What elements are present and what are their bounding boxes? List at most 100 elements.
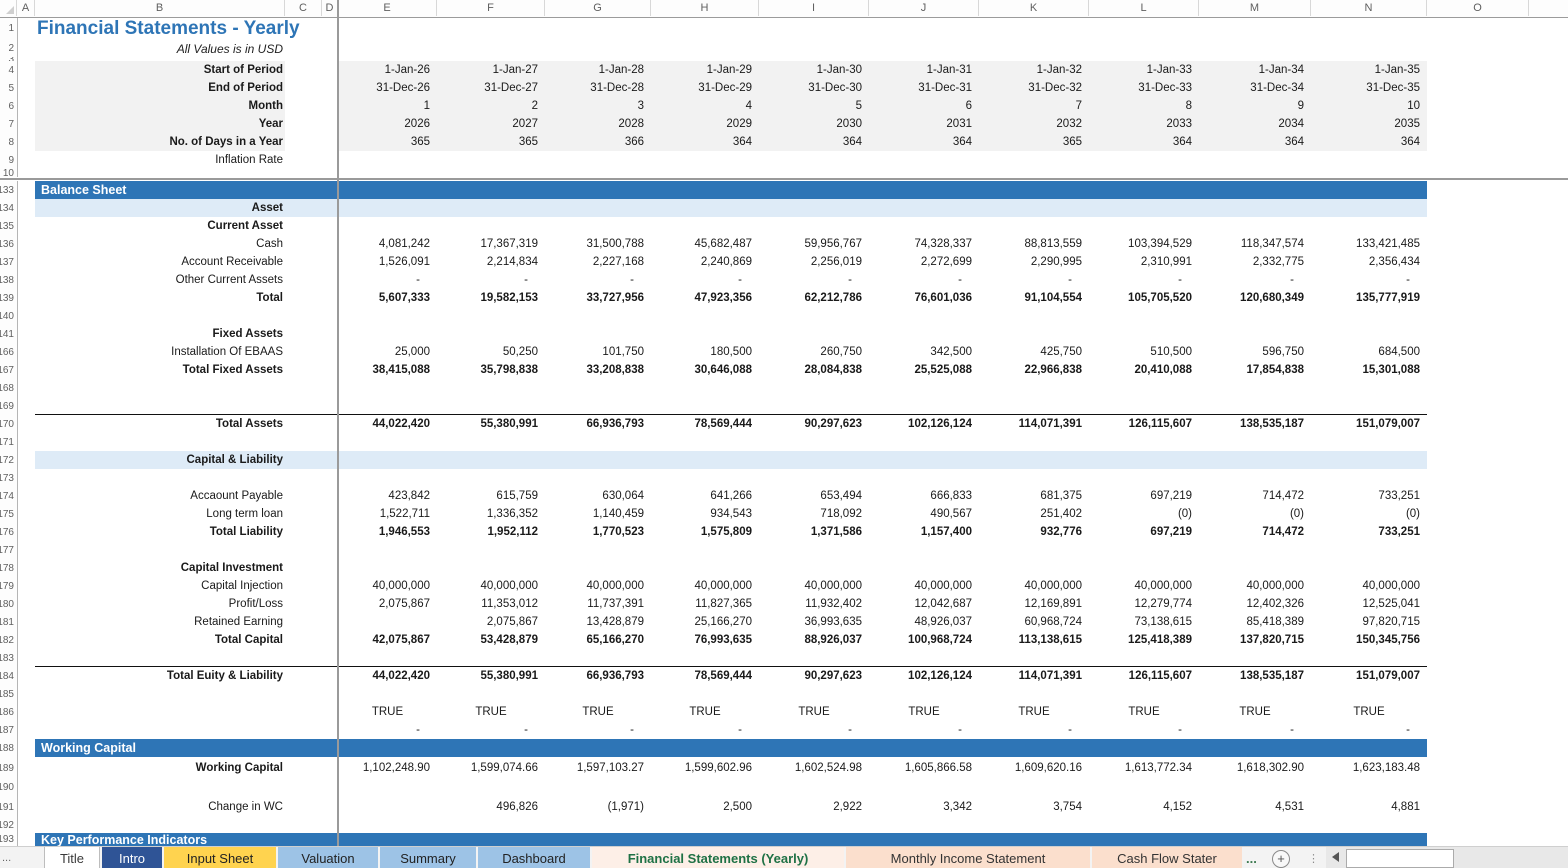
cell[interactable]: 2029 — [726, 118, 752, 130]
row-number-168[interactable]: 168 — [0, 379, 18, 398]
cell[interactable]: 31-Dec-31 — [918, 82, 972, 94]
cell[interactable]: 73,138,615 — [1134, 616, 1192, 628]
cell[interactable]: 1,597,103.27 — [576, 762, 644, 774]
row-label[interactable]: Cash — [256, 238, 283, 250]
cell[interactable]: - — [416, 724, 420, 736]
cell[interactable]: 36,993,635 — [804, 616, 862, 628]
row-label[interactable]: Inflation Rate — [215, 154, 283, 166]
cell[interactable] — [545, 151, 651, 169]
row-number-1[interactable]: 1 — [0, 17, 18, 41]
cell[interactable]: 1,599,602.96 — [684, 762, 752, 774]
cell[interactable]: 28,084,838 — [804, 364, 862, 376]
cell[interactable]: (0) — [1405, 508, 1420, 520]
cell[interactable]: 4,531 — [1275, 801, 1304, 813]
cell[interactable]: 60,968,724 — [1024, 616, 1082, 628]
cell[interactable]: 2027 — [512, 118, 538, 130]
row-number-180[interactable]: 180 — [0, 595, 18, 614]
row-number-172[interactable]: 172 — [0, 451, 18, 470]
cell[interactable]: 1 — [423, 100, 430, 112]
row-number-4[interactable]: 4 — [0, 61, 18, 80]
cell[interactable]: 2,310,991 — [1140, 256, 1192, 268]
row-label[interactable]: Total Euity & Liability — [166, 670, 283, 682]
cell[interactable]: 17,854,838 — [1246, 364, 1304, 376]
cell[interactable]: 101,750 — [602, 346, 644, 358]
row-number-169[interactable]: 169 — [0, 397, 18, 416]
sheet-tab-financial-statements-yearly-[interactable]: Financial Statements (Yearly) — [592, 847, 844, 868]
cell[interactable]: 1,336,352 — [486, 508, 538, 520]
cell[interactable]: (0) — [1289, 508, 1304, 520]
cell[interactable]: 2031 — [946, 118, 972, 130]
cell[interactable]: 1-Jan-30 — [816, 64, 862, 76]
row-number-193[interactable]: 193 — [0, 833, 18, 846]
cell[interactable]: 151,079,007 — [1356, 670, 1420, 682]
cell[interactable]: 102,126,124 — [908, 418, 972, 430]
sheet-subtitle[interactable]: All Values is in USD — [176, 41, 283, 56]
cell[interactable]: 20,410,088 — [1134, 364, 1192, 376]
cell[interactable]: - — [1290, 724, 1294, 736]
sheet-tab-valuation[interactable]: Valuation — [278, 847, 378, 868]
cell[interactable]: - — [630, 724, 634, 736]
cell[interactable]: - — [524, 724, 528, 736]
cell[interactable]: 31-Dec-29 — [698, 82, 752, 94]
cell[interactable]: 9 — [1297, 100, 1304, 112]
cell[interactable]: 126,115,607 — [1128, 418, 1192, 430]
cell[interactable]: 40,000,000 — [1362, 580, 1420, 592]
cell[interactable]: 365 — [518, 136, 538, 148]
row-number-140[interactable]: 140 — [0, 307, 18, 326]
cell[interactable]: 2035 — [1394, 118, 1420, 130]
cell[interactable]: 733,251 — [1378, 526, 1420, 538]
cell[interactable]: 31-Dec-34 — [1250, 82, 1304, 94]
cell[interactable]: 31-Dec-30 — [808, 82, 862, 94]
cell[interactable]: 1,140,459 — [592, 508, 644, 520]
cell[interactable]: 653,494 — [820, 490, 862, 502]
cell[interactable] — [869, 151, 979, 169]
cell[interactable]: 40,000,000 — [372, 580, 430, 592]
cell[interactable]: 1,618,302.90 — [1236, 762, 1304, 774]
cell[interactable]: 364 — [952, 136, 972, 148]
cell[interactable]: - — [958, 724, 962, 736]
column-header-M[interactable]: M — [1199, 0, 1311, 16]
cell[interactable]: 150,345,756 — [1356, 634, 1420, 646]
group-label[interactable]: Capital Investment — [180, 562, 283, 574]
cell[interactable]: 40,000,000 — [586, 580, 644, 592]
cell[interactable]: 25,000 — [394, 346, 430, 358]
cell[interactable]: TRUE — [1239, 706, 1271, 718]
cell[interactable] — [338, 613, 437, 631]
select-all-button[interactable] — [0, 0, 17, 16]
cell[interactable]: 35,798,838 — [480, 364, 538, 376]
cell[interactable]: 1,952,112 — [487, 526, 538, 538]
row-number-189[interactable]: 189 — [0, 757, 18, 780]
cell[interactable]: 40,000,000 — [1134, 580, 1192, 592]
sheet-tab-cash-flow-stater[interactable]: Cash Flow Stater — [1092, 847, 1242, 868]
cell[interactable]: - — [1068, 274, 1072, 286]
cell[interactable]: 425,750 — [1040, 346, 1082, 358]
cell[interactable]: 1,946,553 — [378, 526, 430, 538]
cell[interactable]: 13,428,879 — [586, 616, 644, 628]
cell[interactable]: 510,500 — [1150, 346, 1192, 358]
row-label[interactable]: Year — [258, 118, 283, 130]
row-label[interactable]: Account Receivable — [181, 256, 283, 268]
cell[interactable]: 31,500,788 — [586, 238, 644, 250]
cell[interactable]: 88,813,559 — [1024, 238, 1082, 250]
cell[interactable]: 1,609,620.16 — [1014, 762, 1082, 774]
row-number-136[interactable]: 136 — [0, 235, 18, 254]
row-number-7[interactable]: 7 — [0, 115, 18, 134]
column-header-J[interactable]: J — [869, 0, 979, 16]
row-number-179[interactable]: 179 — [0, 577, 18, 596]
cell[interactable]: 2,214,834 — [486, 256, 538, 268]
row-label[interactable]: Long term loan — [206, 508, 283, 520]
column-header-B[interactable]: B — [35, 0, 285, 16]
cell[interactable]: 40,000,000 — [804, 580, 862, 592]
cell[interactable]: 365 — [1062, 136, 1082, 148]
cell[interactable]: 19,582,153 — [480, 292, 538, 304]
row-label[interactable]: Total Fixed Assets — [182, 364, 283, 376]
cell[interactable]: 1-Jan-28 — [598, 64, 644, 76]
cell[interactable]: 33,727,956 — [586, 292, 644, 304]
add-sheet-button[interactable]: + — [1272, 850, 1290, 868]
cell[interactable]: 105,705,520 — [1128, 292, 1192, 304]
cell[interactable]: 11,932,402 — [805, 598, 862, 610]
row-label[interactable]: Accaount Payable — [190, 490, 283, 502]
cell[interactable]: 1,623,183.48 — [1352, 762, 1420, 774]
scroll-left-icon[interactable] — [1332, 852, 1339, 862]
subsection-label[interactable]: Capital & Liability — [186, 454, 284, 466]
